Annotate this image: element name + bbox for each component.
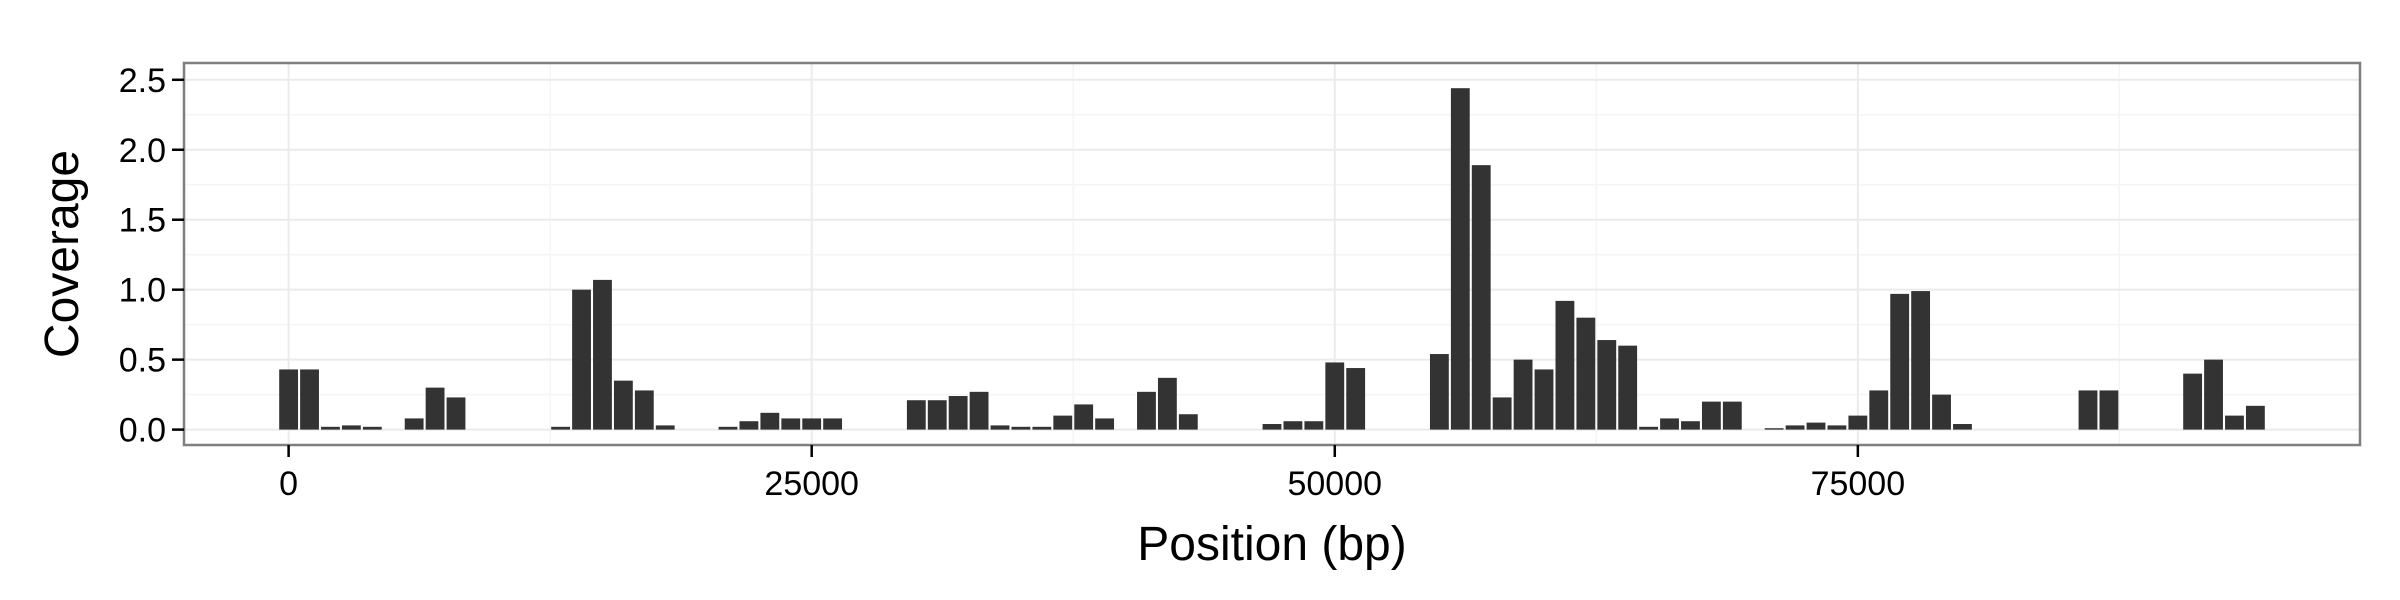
bars [279, 88, 2265, 430]
coverage-bar [1576, 317, 1596, 430]
coverage-bar [2245, 405, 2265, 430]
coverage-bar [906, 400, 926, 430]
y-tick-label: 2.5 [119, 62, 166, 100]
coverage-bar [425, 387, 445, 430]
y-tick-label: 0.0 [119, 412, 166, 450]
coverage-bar [739, 421, 759, 430]
coverage-bar [1492, 397, 1512, 430]
coverage-bar [1053, 415, 1073, 430]
coverage-bar [1618, 345, 1638, 430]
coverage-bar [1534, 369, 1554, 430]
coverage-bar [1450, 88, 1470, 430]
y-axis: 0.0 0.5 1.0 1.5 2.0 2.5 [119, 62, 184, 450]
coverage-bar [1011, 426, 1031, 430]
coverage-bar [300, 369, 319, 430]
coverage-bar [572, 289, 591, 430]
coverage-bar [1681, 421, 1700, 430]
coverage-bar [1429, 354, 1449, 430]
coverage-bar [802, 418, 822, 430]
coverage-bar [1869, 390, 1889, 430]
coverage-bar [1325, 362, 1345, 430]
coverage-bar [1283, 421, 1303, 430]
coverage-bar [1806, 422, 1826, 430]
coverage-bar [1597, 340, 1617, 430]
coverage-bar [1471, 165, 1491, 430]
y-tick-label: 1.5 [119, 202, 166, 240]
coverage-bar [1953, 424, 1972, 430]
coverage-bar [1095, 418, 1115, 430]
coverage-bar [1346, 368, 1366, 430]
coverage-bar [613, 380, 633, 430]
coverage-bar [593, 279, 612, 430]
coverage-bar [2183, 373, 2203, 430]
coverage-bar [341, 425, 361, 430]
coverage-bar [1785, 425, 1805, 430]
x-axis-title: Position (bp) [1137, 518, 1406, 571]
coverage-bar [1701, 401, 1721, 430]
coverage-bar [718, 426, 738, 430]
coverage-bar [1074, 404, 1094, 430]
coverage-bar [446, 397, 466, 430]
coverage-bar [2225, 415, 2244, 430]
x-tick-label: 0 [279, 465, 298, 503]
coverage-bar [1555, 300, 1575, 430]
coverage-bar [1262, 424, 1282, 430]
coverage-bar [321, 426, 340, 430]
coverage-bar [404, 418, 424, 430]
coverage-bar [1722, 401, 1742, 430]
coverage-bar [362, 426, 382, 430]
minor-gridlines [184, 63, 2360, 445]
coverage-bar [1764, 428, 1784, 430]
coverage-bar [927, 400, 947, 430]
plot-panel-border [182, 61, 2362, 447]
x-tick-label: 75000 [1811, 465, 1906, 503]
coverage-bar [1513, 359, 1533, 430]
coverage-bar [1660, 418, 1679, 430]
coverage-bar [1157, 377, 1177, 430]
coverage-bar [990, 425, 1010, 430]
coverage-bar [1848, 415, 1868, 430]
coverage-bar [823, 418, 843, 430]
y-axis-title: Coverage [36, 150, 89, 358]
coverage-bar [1911, 291, 1931, 430]
coverage-bar [1304, 421, 1324, 430]
coverage-bar [969, 391, 989, 430]
coverage-bar [781, 418, 801, 430]
coverage-bar [1639, 426, 1659, 430]
coverage-bar [1178, 414, 1198, 430]
y-tick-label: 0.5 [119, 342, 166, 380]
x-tick-label: 25000 [764, 465, 859, 503]
coverage-bar [634, 390, 654, 430]
coverage-bar [279, 369, 299, 430]
coverage-bar [2204, 359, 2223, 430]
coverage-bar [1827, 425, 1847, 430]
coverage-bar [2078, 390, 2098, 430]
coverage-bar [1932, 394, 1951, 430]
coverage-bar [2099, 390, 2119, 430]
x-axis: 0 25000 50000 75000 [279, 445, 1905, 503]
coverage-bar [1890, 293, 1910, 430]
x-tick-label: 50000 [1287, 465, 1382, 503]
coverage-bar [551, 426, 571, 430]
y-tick-label: 2.0 [119, 132, 166, 170]
coverage-bar [1137, 391, 1156, 430]
y-tick-label: 1.0 [119, 272, 166, 310]
coverage-bar [948, 396, 968, 430]
coverage-bar [655, 425, 675, 430]
coverage-bar [1032, 426, 1052, 430]
coverage-bar [760, 412, 780, 430]
